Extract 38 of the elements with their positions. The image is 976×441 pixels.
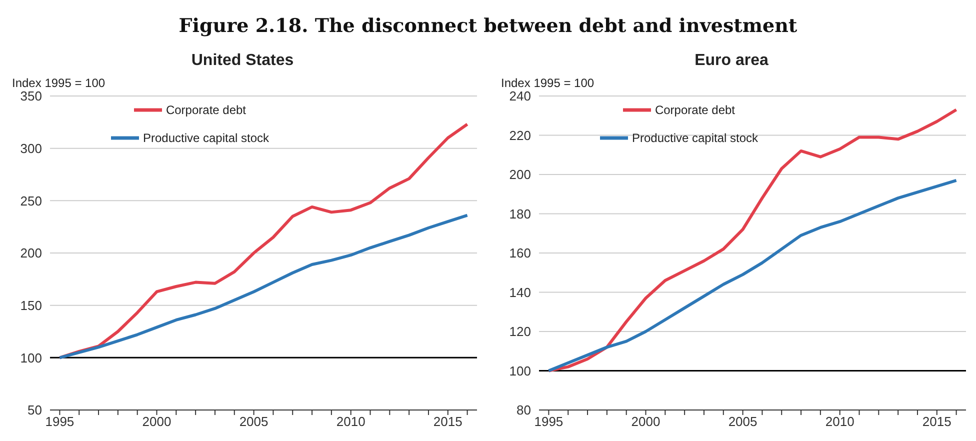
line-series [58,122,469,360]
y-tick-label: 240 [509,88,531,104]
x-tick-label: 2005 [728,414,758,430]
x-tick-label: 2005 [239,414,268,430]
y-tick-label: 180 [509,206,531,222]
y-tick-label: 350 [20,88,42,104]
legend-label: Productive capital stock [632,131,758,146]
chart-title: Euro area [694,52,770,70]
legend-label: Productive capital stock [142,131,270,146]
y-tick-label: 120 [509,324,531,340]
y-tick-label: 200 [509,167,531,182]
y-tick-label: 220 [509,128,531,143]
legend-label: Corporate debt [166,103,246,118]
x-tick-label: 1995 [534,414,564,430]
legend-label: Corporate debt [654,103,736,118]
y-tick-label: 80 [516,402,531,418]
y-tick-label: 50 [28,402,42,418]
chart-title: United States [190,52,295,70]
caption: Figure 2.18. The disconnect between debt and investment [178,15,798,37]
y-tick-label: 200 [20,246,42,261]
y-tick-label: 100 [20,350,42,366]
x-tick-label: 2010 [336,414,366,430]
x-tick-label: 2000 [631,414,660,430]
y-tick-label: 140 [509,284,531,300]
line-series [547,178,958,372]
x-tick-label: 2015 [922,414,952,430]
y-tick-label: 100 [509,363,531,378]
y-tick-label: 160 [509,246,531,261]
x-tick-label: 2010 [825,414,854,430]
line-series [58,214,469,360]
y-axis-title: Index 1995 = 100 [501,76,594,90]
y-axis-title: Index 1995 = 100 [12,76,106,90]
x-tick-label: 1995 [45,414,74,430]
y-tick-label: 250 [20,193,42,208]
y-tick-label: 150 [20,298,42,313]
x-tick-label: 2015 [433,414,462,430]
y-tick-label: 300 [20,140,42,156]
x-tick-label: 2000 [142,414,172,430]
